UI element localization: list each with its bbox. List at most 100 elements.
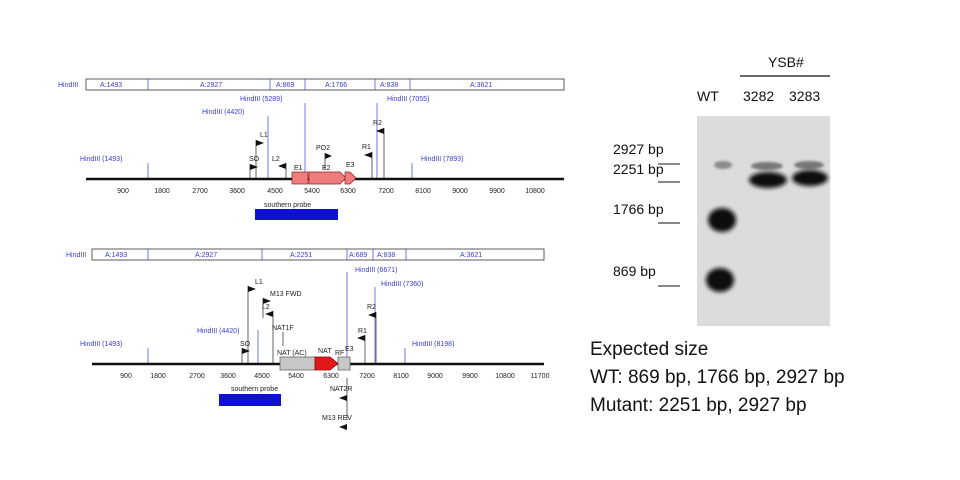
bottom-nat-arrow	[314, 356, 339, 371]
bottom-site-label: HindIII (4420)	[197, 328, 239, 335]
top-exon-e3	[344, 171, 357, 185]
top-tick: 5400	[304, 188, 320, 195]
top-tick: 8100	[415, 188, 431, 195]
bottom-tick: 10800	[495, 373, 515, 380]
top-site-label: HindIII (7893)	[421, 156, 463, 163]
top-tick: 3600	[229, 188, 245, 195]
bottom-primer-label: M13 REV	[322, 415, 352, 422]
gel-band-3282-2251	[749, 172, 787, 188]
expected-title: Expected size	[590, 339, 709, 360]
bottom-tick: 1800	[150, 373, 166, 380]
gel-band-wt-869	[706, 268, 734, 292]
top-site-label: HindIII (4420)	[202, 109, 244, 116]
top-tick: 4500	[267, 188, 283, 195]
top-exon-label: E1	[294, 165, 303, 172]
expected-size-block: Expected size WT: 869 bp, 1766 bp, 2927 …	[590, 336, 845, 420]
bottom-feature-label: RF	[335, 350, 344, 357]
top-tick: 10800	[525, 188, 545, 195]
top-southern-probe	[255, 209, 338, 220]
expected-mutant: Mutant: 2251 bp, 2927 bp	[590, 395, 807, 416]
top-seg-label: A:2927	[200, 82, 222, 89]
top-primer-label: L2	[272, 156, 280, 163]
top-tick: 1800	[154, 188, 170, 195]
top-primer-label: R1	[362, 144, 371, 151]
bottom-site-label: HindIII (1493)	[80, 341, 122, 348]
gel-lane-label: 3282	[743, 88, 774, 104]
top-tick: 2700	[192, 188, 208, 195]
top-tick: 9900	[489, 188, 505, 195]
bottom-segment-bar	[91, 248, 545, 261]
top-primer-label: L1	[260, 132, 268, 139]
top-seg-label: A:838	[380, 82, 398, 89]
bottom-probe-label: southern probe	[231, 386, 278, 393]
gel-marker-label: 2251 bp	[613, 161, 664, 177]
top-tick: 7200	[378, 188, 394, 195]
top-tick: 6300	[340, 188, 356, 195]
bottom-tick: 6300	[323, 373, 339, 380]
gel-marker-label: 2927 bp	[613, 141, 664, 157]
gel-lane-label: 3283	[789, 88, 820, 104]
bottom-feature-label: NAT	[318, 348, 332, 355]
bottom-primer-label: R1	[358, 328, 367, 335]
bottom-nat-ac	[279, 356, 316, 371]
bottom-primer-label: L2	[262, 304, 270, 311]
bottom-seg-label: A:2927	[195, 252, 217, 259]
gel-band-3282-2927	[751, 162, 783, 170]
gel-band-3283-2251	[792, 170, 828, 186]
bottom-tick: 11700	[531, 373, 550, 380]
top-primer-label: PO2	[316, 145, 330, 152]
top-seg-label: HindIII	[58, 82, 78, 89]
top-exon-label: E2	[322, 165, 331, 172]
top-seg-label: A:869	[276, 82, 294, 89]
bottom-tick: 3600	[220, 373, 236, 380]
bottom-primer-label: SO	[240, 341, 251, 348]
bottom-tick: 4500	[254, 373, 270, 380]
top-primer-label: SO	[249, 156, 260, 163]
gel-marker-label: 869 bp	[613, 263, 656, 279]
expected-wt: WT: 869 bp, 1766 bp, 2927 bp	[590, 367, 845, 388]
bottom-primer-label: L1	[255, 279, 263, 286]
bottom-feature-label: NAT (AC)	[277, 350, 307, 357]
gel-lane-label: WT	[697, 88, 719, 104]
bottom-seg-label: A:1493	[105, 252, 127, 259]
bottom-tick: 9000	[427, 373, 443, 380]
top-seg-label: A:1766	[325, 82, 347, 89]
top-probe-label: southern probe	[264, 202, 311, 209]
bottom-tick: 7200	[359, 373, 375, 380]
bottom-seg-label: HindIII	[66, 252, 86, 259]
top-site-label: HindIII (1493)	[80, 156, 122, 163]
bottom-seg-label: A:838	[377, 252, 395, 259]
bottom-site-label: HindIII (7360)	[381, 281, 423, 288]
bottom-seg-label: A:689	[349, 252, 367, 259]
bottom-tick: 5400	[288, 373, 304, 380]
gel-header: YSB#	[768, 54, 804, 70]
bottom-tick: 900	[120, 373, 132, 380]
bottom-restriction-map: HindIII A:1493 A:2927 A:2251 A:689 A:838…	[66, 248, 550, 430]
top-restriction-map: HindIII A:1493 A:2927 A:869 A:1766 A:838…	[58, 78, 565, 220]
top-site-label: HindIII (7055)	[387, 96, 429, 103]
gel-marker-label: 1766 bp	[613, 201, 664, 217]
bottom-site-label: HindIII (8198)	[412, 341, 454, 348]
bottom-primer-label: M13 FWD	[270, 291, 302, 298]
bottom-tick: 9900	[462, 373, 478, 380]
top-tick: 900	[117, 188, 129, 195]
bottom-tick: 8100	[393, 373, 409, 380]
bottom-primer-label: NAT1F	[272, 325, 294, 332]
bottom-primer-label: NAT2R	[330, 386, 352, 393]
bottom-feature-label: E3	[345, 346, 354, 353]
bottom-seg-label: A:3621	[460, 252, 482, 259]
bottom-site-label: HindIII (6671)	[355, 267, 397, 274]
gel-band-3283-2927	[794, 161, 824, 169]
bottom-tick: 2700	[189, 373, 205, 380]
bottom-seg-label: A:2251	[290, 252, 312, 259]
top-primer-label: R2	[373, 120, 382, 127]
top-segment-bar	[85, 78, 565, 91]
top-tick: 9000	[452, 188, 468, 195]
bottom-southern-probe	[219, 394, 281, 406]
top-site-label: HindIII (5289)	[240, 96, 282, 103]
gel-band-wt-1766	[708, 208, 736, 232]
top-exon-label: E3	[346, 162, 355, 169]
top-seg-label: A:3621	[470, 82, 492, 89]
top-exon-e2	[308, 171, 347, 185]
bottom-primer-label: R2	[367, 304, 376, 311]
